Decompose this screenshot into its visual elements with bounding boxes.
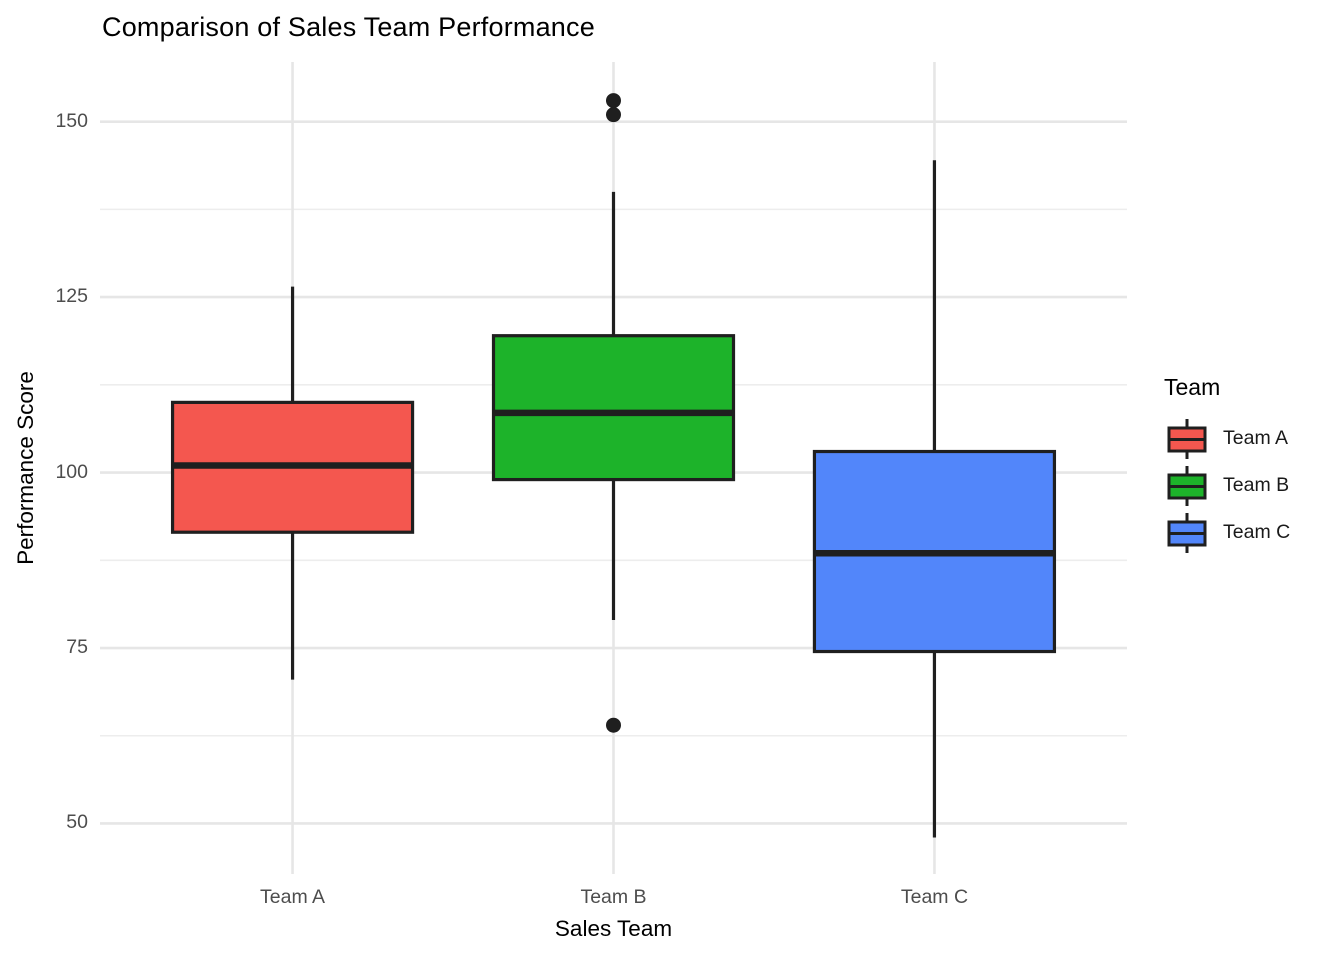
y-tick-label: 100 bbox=[55, 460, 88, 483]
x-category-label: Team B bbox=[580, 886, 647, 908]
legend-key-boxplot-icon bbox=[1167, 418, 1207, 459]
legend-title: Team bbox=[1164, 374, 1221, 400]
legend-entry-label: Team A bbox=[1223, 427, 1289, 449]
x-axis-title: Sales Team bbox=[554, 916, 673, 941]
legend-key-boxplot-icon bbox=[1167, 512, 1207, 553]
legend-entries: Team A Team B Team C bbox=[1164, 415, 1290, 556]
x-category-label: Team C bbox=[900, 886, 969, 908]
y-tick-label: 75 bbox=[66, 636, 88, 658]
legend-entry: Team B bbox=[1164, 462, 1290, 509]
legend-entry: Team A bbox=[1164, 415, 1290, 462]
legend: Team Team A Team B Team C bbox=[1164, 374, 1290, 556]
legend-entry-label: Team C bbox=[1223, 521, 1291, 543]
legend-entry: Team C bbox=[1164, 509, 1290, 556]
legend-entry-label: Team B bbox=[1223, 474, 1290, 496]
x-category-label: Team A bbox=[260, 886, 326, 908]
y-tick-label: 125 bbox=[55, 285, 88, 308]
plot-title: Comparison of Sales Team Performance bbox=[102, 12, 595, 42]
y-tick-label: 150 bbox=[55, 109, 88, 132]
legend-key-boxplot-icon bbox=[1167, 465, 1207, 506]
y-tick-label: 50 bbox=[66, 811, 88, 834]
outlier-point-team-b bbox=[606, 93, 621, 109]
box-team-b bbox=[491, 334, 736, 482]
outlier-point-team-b bbox=[606, 717, 621, 733]
outlier-point-team-b bbox=[606, 107, 621, 123]
